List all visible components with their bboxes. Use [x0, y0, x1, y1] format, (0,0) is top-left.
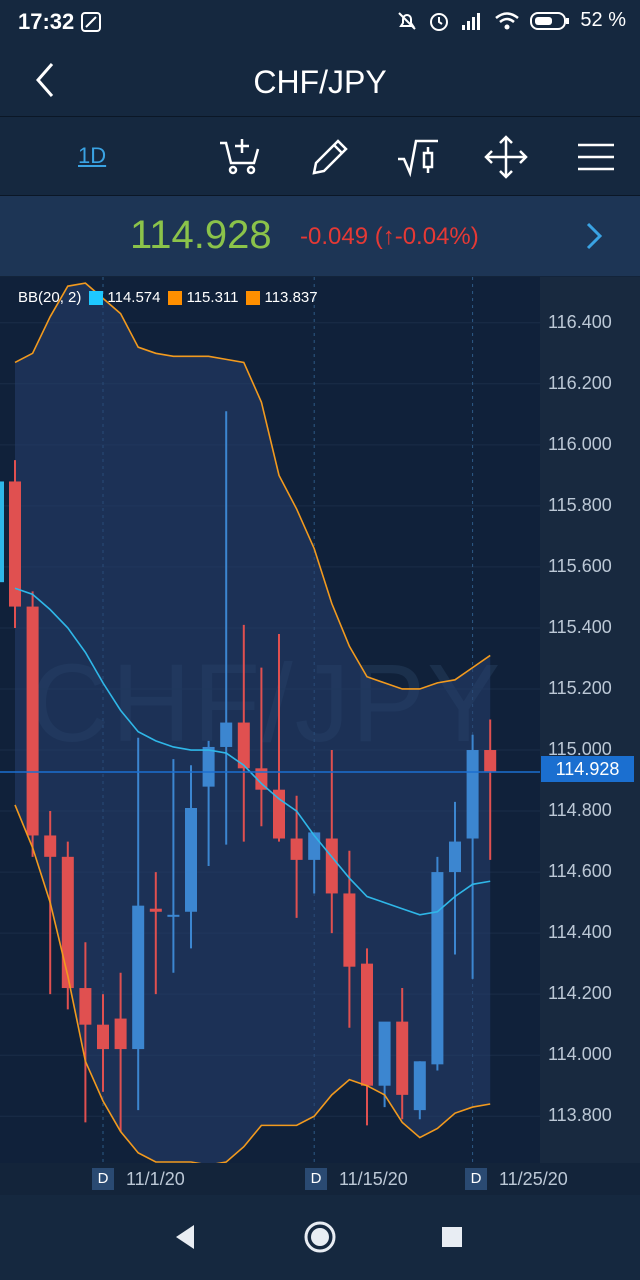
date-label: D 11/25/20 [465, 1168, 568, 1190]
menu-icon[interactable] [572, 133, 620, 181]
add-to-cart-icon[interactable] [216, 133, 264, 181]
nav-back-icon[interactable] [164, 1215, 208, 1259]
nav-recents-icon[interactable] [430, 1215, 474, 1259]
status-icons: 52 % [396, 9, 626, 32]
timeframe-button[interactable]: 1D [78, 143, 107, 168]
alarm-icon [430, 12, 449, 31]
y-tick-label: 115.600 [548, 555, 612, 576]
status-bar: 17:32 52 % [0, 0, 640, 44]
price-change: -0.049 (↑-0.04%) [300, 223, 479, 250]
price-axis [540, 277, 640, 1163]
symbol-watermark: CHF/JPY [30, 642, 503, 765]
signal-icon [462, 12, 481, 30]
date-tag: D [465, 1168, 487, 1190]
date-label: D 11/15/20 [305, 1168, 408, 1190]
bollinger-legend: BB(20, 2) 114.574 115.311 113.837 [18, 289, 318, 306]
legend-label: BB(20, 2) [18, 289, 82, 306]
system-nav-bar [0, 1195, 640, 1280]
battery-icon [530, 11, 570, 30]
y-tick-label: 114.400 [548, 922, 612, 943]
y-tick-label: 116.200 [548, 372, 612, 393]
date-text: 11/1/20 [126, 1168, 185, 1189]
quote-bar[interactable]: 114.928 -0.049 (↑-0.04%) [0, 196, 640, 276]
back-icon[interactable] [24, 56, 72, 104]
legend-upper-value: 115.311 [186, 289, 239, 306]
y-tick-label: 114.800 [548, 800, 612, 821]
mute-icon [398, 11, 417, 30]
battery-level: 52 % [580, 9, 626, 31]
date-label: D 11/1/20 [92, 1168, 185, 1190]
page-title: CHF/JPY [253, 64, 387, 100]
y-tick-label: 115.800 [548, 494, 612, 515]
y-tick-label: 114.200 [548, 983, 612, 1004]
legend-swatch-lower [246, 290, 261, 305]
date-tag: D [305, 1168, 327, 1190]
date-text: 11/15/20 [339, 1168, 408, 1189]
y-tick-label: 116.400 [548, 311, 612, 332]
date-tag: D [92, 1168, 114, 1190]
y-tick-label: 116.000 [548, 433, 612, 454]
indicator-icon[interactable] [394, 133, 442, 181]
date-axis: D 11/1/20 D 11/15/20 D 11/25/20 [0, 1163, 640, 1195]
y-tick-label: 115.000 [548, 739, 612, 760]
current-price-tag: 114.928 [541, 756, 634, 782]
last-price: 114.928 [130, 213, 272, 257]
wifi-icon [495, 11, 520, 29]
y-tick-label: 114.600 [548, 861, 612, 882]
legend-swatch-mid [89, 290, 104, 305]
y-tick-label: 115.400 [548, 616, 612, 637]
y-tick-label: 113.800 [548, 1105, 612, 1126]
legend-lower-value: 113.837 [264, 289, 318, 306]
nav-home-icon[interactable] [298, 1215, 342, 1259]
status-time: 17:32 [18, 9, 75, 34]
header: CHF/JPY [0, 44, 640, 117]
move-icon[interactable] [482, 133, 530, 181]
legend-mid-value: 114.574 [107, 289, 161, 306]
y-tick-label: 115.200 [548, 677, 612, 698]
screenshot-icon [81, 12, 101, 32]
chevron-right-icon[interactable] [582, 218, 606, 254]
y-tick-label: 114.000 [548, 1044, 612, 1065]
date-text: 11/25/20 [499, 1168, 568, 1189]
legend-swatch-upper [168, 290, 183, 305]
chart-toolbar: 1D [0, 117, 640, 196]
pencil-icon[interactable] [306, 133, 354, 181]
